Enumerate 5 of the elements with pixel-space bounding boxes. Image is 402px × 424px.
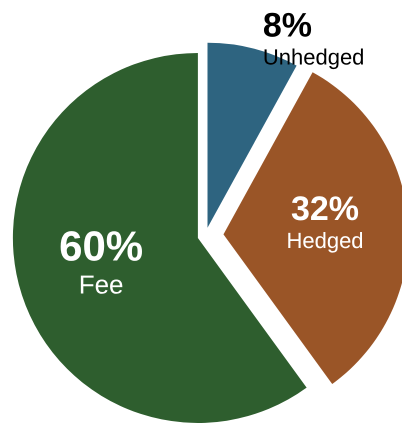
slice-label: Fee: [78, 269, 124, 300]
data-label: 60%: [59, 222, 144, 270]
data-label: 8%: [262, 6, 312, 45]
slice-label: Hedged: [286, 228, 364, 253]
data-label: 32%: [290, 190, 360, 228]
